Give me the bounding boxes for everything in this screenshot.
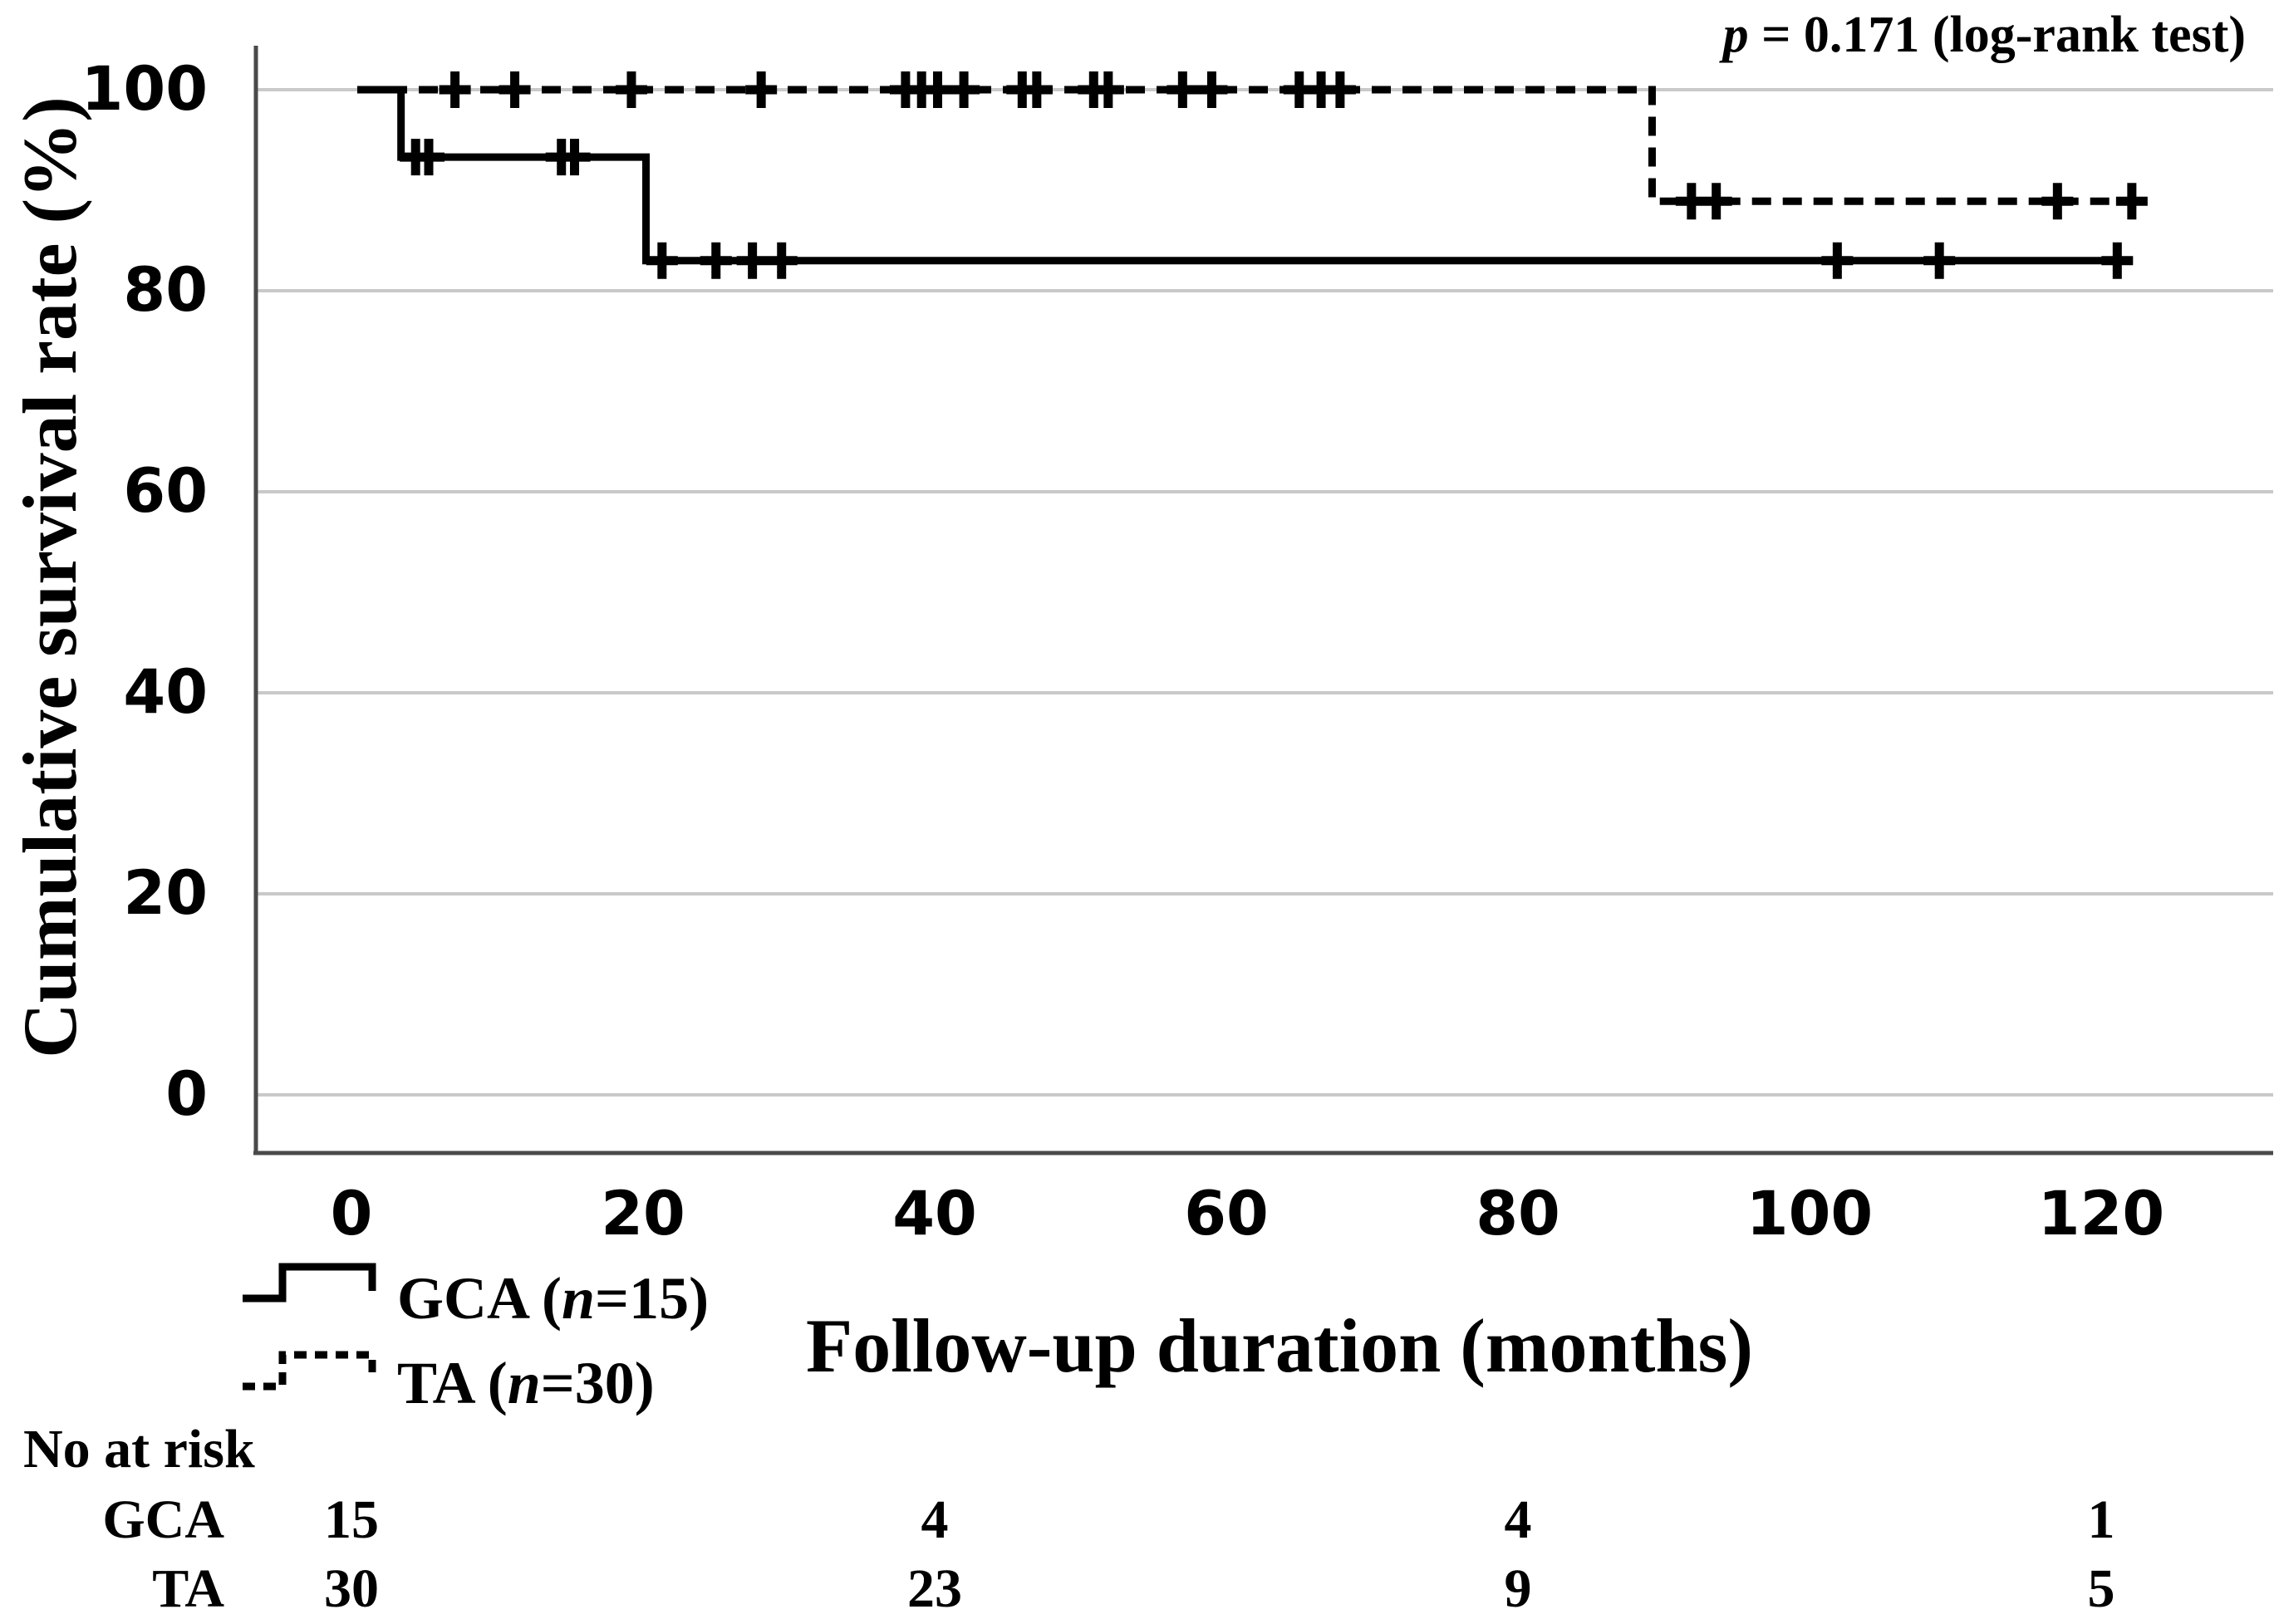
y-tick-label-20: 20 — [123, 858, 208, 929]
x-tick-label-100: 100 — [1746, 1179, 1874, 1249]
risk-table-header: No at risk — [23, 1419, 255, 1479]
x-axis-title: Follow-up duration (months) — [806, 1303, 1753, 1388]
y-tick-label-80: 80 — [123, 255, 208, 326]
x-tick-label-120: 120 — [2037, 1179, 2165, 1249]
p-symbol: p — [1722, 7, 1749, 63]
risk-count-gca-t0: 15 — [324, 1489, 379, 1550]
legend-label-ta: TA (n=30) — [397, 1352, 655, 1414]
ta-legend-line — [243, 1351, 376, 1391]
ta-legend-symbol — [243, 1351, 376, 1391]
censor-marks-gca — [400, 139, 2134, 279]
x-tick-label-20: 20 — [601, 1179, 685, 1249]
legend-gca-n: n — [562, 1265, 596, 1332]
risk-count-gca-t80: 4 — [1504, 1489, 1532, 1550]
legend-ta-pre: TA ( — [397, 1350, 508, 1416]
risk-count-ta-t120: 5 — [2087, 1558, 2115, 1619]
risk-count-ta-t0: 30 — [324, 1558, 379, 1619]
y-tick-label-100: 100 — [81, 54, 208, 125]
p-value-text: = 0.171 (log-rank test) — [1748, 7, 2246, 63]
risk-count-gca-t120: 1 — [2087, 1489, 2115, 1550]
x-tick-label-80: 80 — [1476, 1179, 1560, 1249]
p-value-annotation: p = 0.171 (log-rank test) — [1723, 2, 2246, 68]
gca-legend-line — [243, 1263, 376, 1303]
km-curve-ta — [357, 86, 2147, 205]
legend-ta-n: n — [507, 1350, 541, 1416]
legend-gca-post: =15) — [595, 1265, 710, 1332]
y-tick-label-60: 60 — [123, 456, 208, 527]
y-tick-label-40: 40 — [123, 657, 208, 728]
x-tick-label-60: 60 — [1184, 1179, 1269, 1249]
y-tick-label-0: 0 — [165, 1059, 208, 1130]
x-tick-label-40: 40 — [892, 1179, 977, 1249]
gca-legend-symbol — [243, 1263, 376, 1303]
km-curve-gca — [357, 86, 2128, 265]
legend-label-gca: GCA (n=15) — [397, 1268, 709, 1329]
x-tick-label-0: 0 — [330, 1179, 373, 1249]
censor-marks-ta — [439, 71, 2148, 220]
legend-ta-post: =30) — [540, 1350, 655, 1416]
risk-row-label-gca: GCA — [102, 1489, 224, 1550]
risk-count-gca-t40: 4 — [921, 1489, 949, 1550]
risk-count-ta-t80: 9 — [1504, 1558, 1532, 1619]
legend-gca-pre: GCA ( — [397, 1265, 562, 1332]
risk-count-ta-t40: 23 — [907, 1558, 962, 1619]
risk-row-label-ta: TA — [152, 1558, 224, 1619]
